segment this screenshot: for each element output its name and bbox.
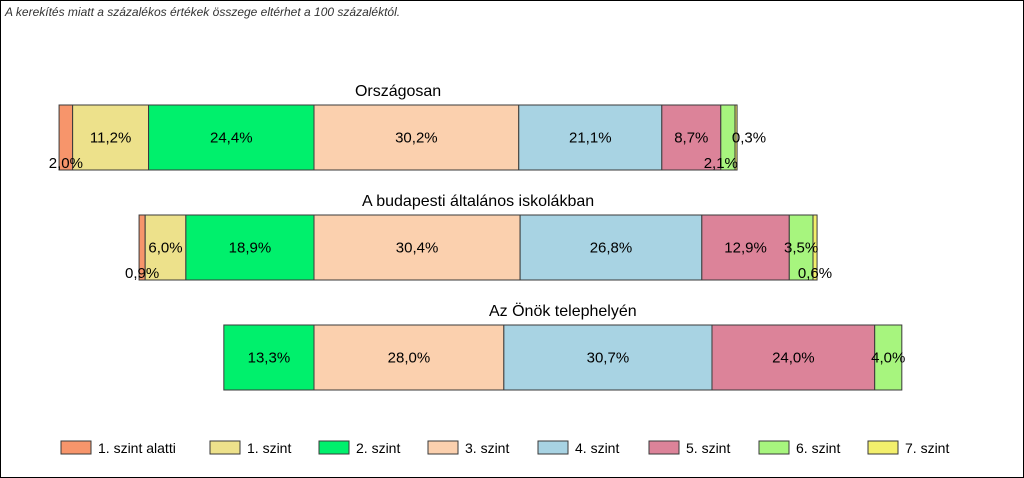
bar-title: Országosan xyxy=(355,83,441,100)
data-label: 11,2% xyxy=(90,130,131,147)
bar-title: A budapesti általános iskolákban xyxy=(362,193,594,210)
bar-segment xyxy=(519,214,703,281)
data-label: 30,2% xyxy=(395,130,438,147)
bar-segment xyxy=(313,104,520,171)
legend-swatch xyxy=(648,440,680,455)
data-label: 28,0% xyxy=(388,350,431,367)
legend-swatch xyxy=(427,440,459,455)
data-label: 13,3% xyxy=(248,350,291,367)
bar-segment xyxy=(812,214,818,281)
legend-swatch xyxy=(209,440,241,455)
data-label: 4,0% xyxy=(871,350,905,367)
legend-label: 4. szint xyxy=(575,440,619,456)
data-label: 0,3% xyxy=(732,130,766,147)
bar-segment xyxy=(144,214,187,281)
legend-swatch xyxy=(867,440,899,455)
legend-swatch xyxy=(318,440,350,455)
data-label: 2,0% xyxy=(49,155,83,172)
data-label: 24,0% xyxy=(772,350,815,367)
bar-segment xyxy=(185,214,315,281)
rounding-note: A kerekítés miatt a százalékos értékek ö… xyxy=(5,5,401,19)
bar-segment xyxy=(223,324,315,391)
bar-segment xyxy=(711,324,876,391)
legend-swatch xyxy=(758,440,790,455)
data-label: 0,6% xyxy=(798,265,832,282)
data-label: 6,0% xyxy=(148,240,182,257)
data-label: 18,9% xyxy=(229,240,272,257)
bar-segment xyxy=(503,324,713,391)
bar-segment xyxy=(734,104,738,171)
legend-swatch xyxy=(537,440,569,455)
data-label: 2,1% xyxy=(704,155,738,172)
legend-label: 1. szint xyxy=(247,440,291,456)
bar-segment xyxy=(701,214,790,281)
data-label: 3,5% xyxy=(784,240,818,257)
legend-swatch xyxy=(60,440,92,455)
data-label: 8,7% xyxy=(674,130,708,147)
data-label: 24,4% xyxy=(210,130,253,147)
legend-label: 1. szint alatti xyxy=(98,440,176,456)
legend-label: 7. szint xyxy=(905,440,949,456)
data-label: 30,7% xyxy=(587,350,630,367)
bar-title: Az Önök telephelyén xyxy=(489,302,637,320)
legend-label: 6. szint xyxy=(796,440,840,456)
data-label: 26,8% xyxy=(590,240,633,257)
bar-segment xyxy=(518,104,663,171)
bar-segment xyxy=(313,324,505,391)
bar-segment xyxy=(874,324,903,391)
legend-label: 5. szint xyxy=(686,440,730,456)
legend-label: 3. szint xyxy=(465,440,509,456)
legend-label: 2. szint xyxy=(356,440,400,456)
data-label: 12,9% xyxy=(724,240,767,257)
data-label: 21,1% xyxy=(569,130,612,147)
data-label: 0,9% xyxy=(125,265,159,282)
bar-segment xyxy=(661,104,722,171)
bar-segment xyxy=(72,104,150,171)
data-label: 30,4% xyxy=(396,240,439,257)
